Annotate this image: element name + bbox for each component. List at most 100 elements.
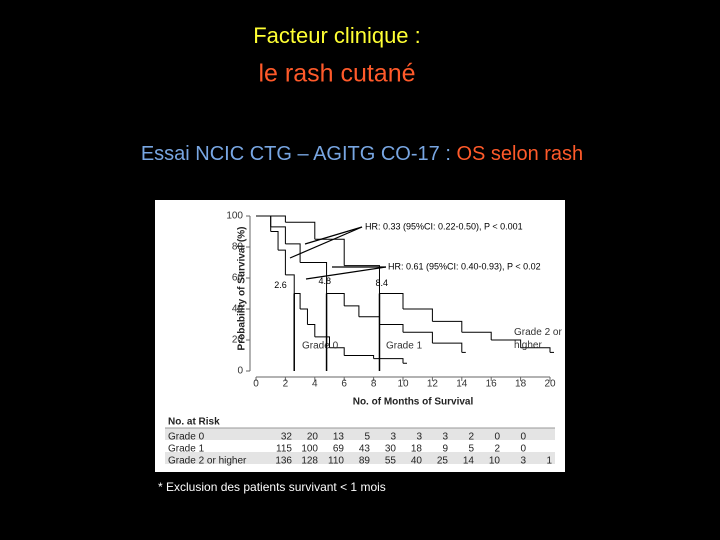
survival-step [432,342,463,353]
arrow [289,226,363,259]
survival-step [300,308,308,325]
risk-count: 136 [275,456,292,467]
risk-count: 40 [411,456,423,467]
survival-step [285,243,301,263]
y-axis-label: Probability of Survival (%) [237,227,248,351]
risk-count: 128 [301,456,318,467]
table-band [165,428,555,440]
arrows [289,226,387,280]
survival-step [278,249,286,275]
risk-count: 20 [307,432,319,443]
risk-count: 55 [385,456,397,467]
survival-step [344,265,380,294]
risk-count: 0 [520,444,526,455]
survival-step [300,262,328,294]
risk-count: 30 [385,444,397,455]
survival-step [270,226,286,244]
risk-count: 1 [546,456,552,467]
arrow [304,226,363,245]
y-tick-label: 20 [232,335,244,346]
curve-label: Grade 0 [302,341,339,352]
median-label: 4.8 [319,276,332,286]
median-label: 2.6 [274,280,287,290]
median-label: 8.4 [375,278,388,288]
survival-step [491,339,522,348]
risk-count: 5 [468,444,474,455]
y-tick-label: 100 [226,211,243,222]
survival-step [344,305,360,317]
survival-step [285,221,316,240]
curve-label: Grade 1 [386,341,423,352]
survival-step [379,324,404,333]
x-tick-label: 16 [486,379,498,390]
survival-step [520,347,551,353]
y-tick-label: 80 [232,242,244,253]
risk-count: 32 [281,432,293,443]
risk-count: 100 [301,444,318,455]
survival-step [403,331,433,344]
survival-step [270,231,279,251]
risk-count: 3 [416,432,422,443]
annotation: HR: 0.61 (95%CI: 0.40-0.93), P < 0.02 [388,261,541,271]
chart-panel [155,200,565,472]
y-tick-label: 60 [232,273,244,284]
risk-count: 110 [328,456,344,467]
x-tick-label: 2 [283,379,289,390]
risk-count: 2 [468,432,474,443]
x-axis-label: No. of Months of Survival [353,397,474,408]
survival-step [294,293,301,309]
risk-table-title: No. at Risk [168,417,220,428]
arrow [305,266,387,280]
survival-step [432,320,463,333]
x-tick-label: 12 [427,379,439,390]
risk-count: 89 [359,456,371,467]
survival-step [256,215,286,223]
risk-count: 10 [489,456,501,467]
table-band [165,452,555,464]
survival-step [314,238,345,266]
risk-row-label: Grade 0 [168,432,205,443]
survival-step [326,293,345,306]
risk-count: 115 [276,444,292,455]
survival-step [285,274,295,294]
risk-count: 43 [359,444,371,455]
risk-count: 14 [463,456,475,467]
risk-count: 3 [390,432,396,443]
y-tick-label: 40 [232,304,244,315]
slide-subtitle: le rash cutané [258,60,415,88]
risk-count: 3 [520,456,526,467]
x-tick-label: 10 [397,379,409,390]
risk-count: 5 [364,432,370,443]
risk-count: 3 [442,432,448,443]
heading-part: OS selon rash [456,143,583,165]
risk-count: 9 [442,444,448,455]
risk-count: 0 [494,432,500,443]
x-tick-label: 8 [371,379,377,390]
survival-step [344,355,375,359]
x-tick-label: 18 [515,379,527,390]
y-tick-label: 0 [237,366,243,377]
x-tick-label: 0 [253,379,259,390]
risk-count: 0 [520,432,526,443]
survival-step [373,358,404,364]
survival-step [329,347,345,356]
survival-step [403,308,433,322]
annotation: HR: 0.33 (95%CI: 0.22-0.50), P < 0.001 [365,221,523,231]
survival-step [379,293,404,309]
slide-heading: Essai NCIC CTG – AGITG CO-17 : OS selon … [141,143,583,165]
heading-part: Essai NCIC CTG – AGITG CO-17 : [141,143,457,165]
risk-count: 25 [437,456,449,467]
x-tick-label: 14 [456,379,468,390]
risk-count: 69 [333,444,345,455]
x-tick-label: 6 [341,379,347,390]
x-tick-label: 20 [544,379,556,390]
curve-label: Grade 2 or higher [514,327,562,351]
footnote: * Exclusion des patients survivant < 1 m… [158,480,386,494]
slide-title: Facteur clinique : [253,23,421,48]
risk-count: 13 [333,432,345,443]
risk-count: 2 [494,444,500,455]
x-tick-label: 4 [312,379,318,390]
survival-step [314,336,330,348]
